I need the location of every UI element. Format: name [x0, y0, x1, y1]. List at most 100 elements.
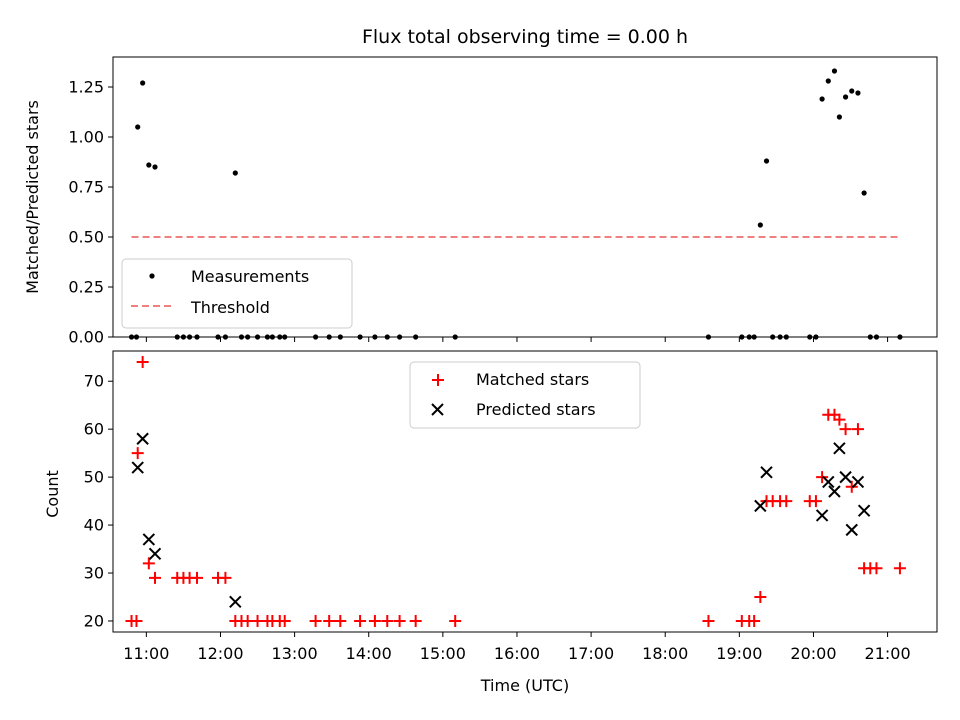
bottom-y-tick-label: 30	[84, 564, 104, 583]
measurement-point	[146, 162, 152, 168]
measurement-point	[264, 334, 271, 340]
measurement-point	[232, 170, 238, 176]
legend-predicted-marker	[431, 403, 444, 416]
top-y-axis-label: Matched/Predicted stars	[23, 100, 42, 294]
measurement-point	[897, 334, 903, 340]
x-tick-label: 13:00	[272, 644, 318, 663]
measurement-point	[739, 334, 745, 340]
matched-star-point	[334, 614, 347, 627]
matched-star-point	[219, 571, 232, 584]
measurement-point	[194, 334, 200, 340]
matched-star-point	[449, 614, 462, 627]
legend-threshold-label: Threshold	[190, 298, 270, 317]
measurement-point	[397, 334, 403, 340]
predicted-star-point	[828, 485, 841, 498]
x-tick-label: 17:00	[568, 644, 614, 663]
measurement-point	[783, 334, 789, 340]
bottom-legend: Matched stars Predicted stars	[409, 361, 641, 429]
matched-star-point	[381, 614, 394, 627]
bottom-plot-marks	[125, 356, 906, 627]
matched-star-point	[809, 495, 822, 508]
matched-star-point	[278, 614, 291, 627]
measurement-point	[855, 90, 861, 96]
measurement-point	[254, 334, 261, 340]
matched-star-point	[368, 614, 381, 627]
measurement-point	[763, 158, 770, 164]
top-plot-frame	[112, 56, 938, 338]
measurement-point	[133, 334, 140, 340]
measurement-point	[152, 164, 158, 170]
top-y-axis: 0.00 0.25 0.50 0.75 1.00 1.25	[68, 78, 113, 347]
matched-star-point	[702, 614, 715, 627]
legend-matched-label: Matched stars	[476, 370, 589, 389]
measurement-point	[174, 334, 180, 340]
bottom-y-tick-label: 70	[84, 372, 104, 391]
predicted-star-point	[754, 499, 767, 513]
legend-matched-marker	[432, 374, 444, 386]
bottom-y-axis: 20 30 40 50 60 70	[84, 372, 113, 630]
matched-star-point	[142, 557, 155, 570]
matched-star-point	[323, 614, 336, 627]
measurement-point	[770, 334, 776, 340]
matched-star-point	[191, 571, 204, 584]
top-panel: Flux total observing time = 0.00 h 0.000…	[23, 26, 938, 347]
x-tick-label: 15:00	[420, 644, 466, 663]
measurement-point	[384, 334, 390, 340]
top-y-tick-label: 0.25	[68, 278, 104, 297]
top-y-tick-label: 1.25	[68, 78, 104, 97]
bottom-y-axis-label: Count	[43, 470, 62, 518]
measurement-point	[873, 334, 880, 340]
measurement-point	[842, 94, 849, 100]
matched-star-point	[851, 423, 864, 436]
measurement-point	[282, 334, 288, 340]
measurement-point	[245, 334, 251, 340]
measurement-point	[215, 334, 221, 340]
predicted-star-point	[760, 466, 773, 479]
predicted-star-point	[136, 432, 149, 445]
measurement-point	[277, 334, 283, 340]
x-tick-label: 14:00	[346, 644, 392, 663]
legend-predicted-label: Predicted stars	[476, 400, 596, 419]
measurement-point	[326, 334, 332, 340]
matched-star-point	[870, 562, 883, 575]
measurement-point	[452, 334, 458, 340]
measurement-point	[751, 334, 757, 340]
top-y-tick-label: 1.00	[68, 128, 104, 147]
measurement-point	[413, 334, 419, 340]
measurement-point	[180, 334, 187, 340]
predicted-star-point	[142, 533, 156, 546]
legend-measurements-label: Measurements	[191, 267, 309, 286]
bottom-plot-frame	[112, 350, 938, 633]
x-tick-label: 16:00	[494, 644, 540, 663]
measurement-point	[135, 124, 141, 130]
predicted-star-point	[815, 509, 829, 522]
measurement-point	[757, 222, 763, 228]
x-tick-label: 12:00	[197, 644, 243, 663]
top-legend: Measurements Threshold	[121, 258, 353, 329]
measurement-point	[861, 190, 867, 196]
bottom-y-tick-label: 50	[84, 468, 104, 487]
measurement-point	[128, 334, 135, 340]
measurement-point	[813, 334, 819, 340]
matched-star-point	[354, 614, 367, 627]
measurement-point	[867, 334, 873, 340]
x-tick-label: 18:00	[642, 644, 688, 663]
matched-star-point	[748, 614, 761, 627]
measurement-point	[807, 334, 813, 340]
matched-star-point	[754, 590, 767, 603]
x-tick-label: 20:00	[790, 644, 836, 663]
measurement-point	[269, 334, 275, 340]
top-legend-box	[121, 258, 353, 329]
matched-star-point	[893, 562, 906, 575]
bottom-legend-box	[409, 361, 641, 429]
predicted-star-point	[229, 595, 242, 608]
bottom-x-axis: 11:00 12:00 13:00 14:00 15:00 16:00 17:00 18:00…	[123, 632, 911, 663]
bottom-panel: 20 30 40 50 60 70 11:00 12:00 13:00 14:00 15:00 16…	[43, 350, 938, 695]
measurement-point	[831, 68, 838, 74]
measurement-point	[186, 334, 193, 340]
measurement-point	[337, 334, 343, 340]
predicted-star-point	[131, 461, 144, 474]
matched-star-point	[833, 413, 846, 426]
measurement-point	[222, 334, 229, 340]
